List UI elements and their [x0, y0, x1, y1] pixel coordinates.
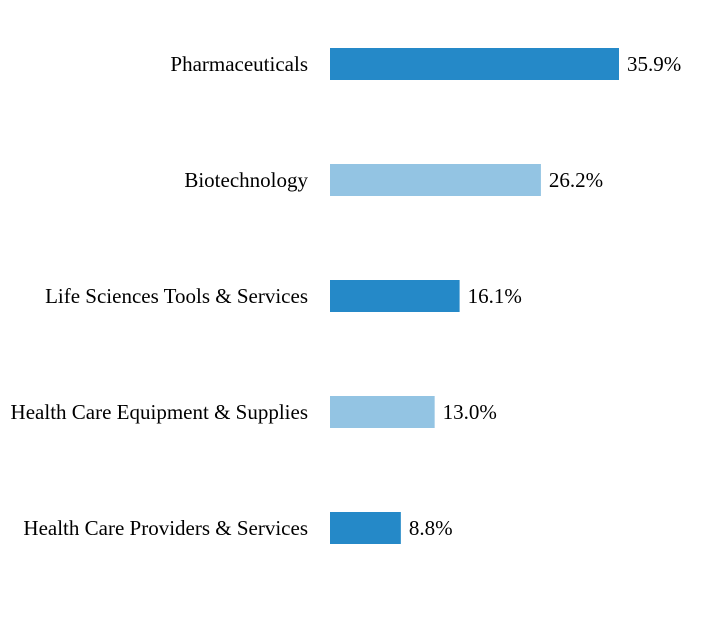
bar-1	[330, 164, 541, 196]
bar-3	[330, 396, 435, 428]
category-label-1: Biotechnology	[184, 168, 308, 192]
bars-group	[330, 48, 619, 544]
value-label-4: 8.8%	[409, 516, 453, 540]
labels-group: Pharmaceuticals 35.9% Biotechnology 26.2% Li…	[11, 52, 682, 540]
bar-2	[330, 280, 460, 312]
category-label-2: Life Sciences Tools & Services	[45, 284, 308, 308]
bar-0	[330, 48, 619, 80]
category-label-3: Health Care Equipment & Supplies	[11, 400, 308, 424]
value-label-3: 13.0%	[443, 400, 497, 424]
value-label-0: 35.9%	[627, 52, 681, 76]
category-label-0: Pharmaceuticals	[170, 52, 308, 76]
category-label-4: Health Care Providers & Services	[23, 516, 308, 540]
value-label-1: 26.2%	[549, 168, 603, 192]
bar-4	[330, 512, 401, 544]
value-label-2: 16.1%	[468, 284, 522, 308]
